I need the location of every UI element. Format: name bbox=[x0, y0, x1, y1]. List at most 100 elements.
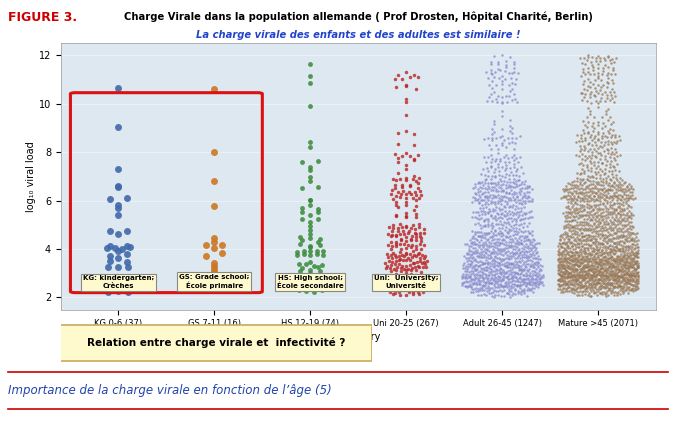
Point bbox=[556, 272, 567, 279]
Point bbox=[603, 69, 614, 76]
Point bbox=[631, 281, 642, 288]
Point bbox=[556, 276, 567, 283]
Point bbox=[501, 61, 512, 68]
Point bbox=[560, 194, 571, 200]
Point bbox=[477, 190, 488, 197]
Point bbox=[592, 224, 602, 231]
Point bbox=[620, 275, 631, 282]
Point bbox=[103, 289, 114, 295]
Point bbox=[611, 284, 622, 291]
Point bbox=[627, 263, 637, 270]
Point bbox=[623, 243, 633, 249]
Point bbox=[624, 185, 635, 192]
Point bbox=[527, 273, 537, 280]
Point bbox=[564, 252, 575, 259]
Point bbox=[486, 280, 497, 286]
Point bbox=[557, 265, 568, 272]
Point bbox=[527, 245, 537, 252]
Point bbox=[513, 283, 524, 290]
Point bbox=[518, 209, 529, 216]
Point bbox=[606, 254, 617, 261]
Point bbox=[576, 280, 587, 287]
Point bbox=[597, 71, 608, 78]
Point bbox=[509, 251, 520, 258]
Point bbox=[490, 252, 501, 259]
Point bbox=[575, 90, 586, 97]
Point bbox=[387, 279, 397, 286]
Point bbox=[610, 250, 621, 257]
Point bbox=[628, 269, 639, 276]
Point bbox=[305, 197, 316, 203]
Point bbox=[578, 259, 589, 266]
Point bbox=[561, 260, 572, 267]
Point bbox=[591, 227, 602, 234]
Point bbox=[620, 251, 631, 258]
Point bbox=[575, 72, 586, 79]
Point bbox=[498, 276, 508, 283]
Point bbox=[621, 249, 632, 256]
Point bbox=[606, 92, 617, 98]
Point bbox=[480, 267, 491, 274]
Point bbox=[471, 241, 482, 248]
Point bbox=[464, 281, 475, 288]
Point bbox=[577, 260, 587, 267]
Point bbox=[606, 209, 617, 216]
Point bbox=[610, 235, 621, 242]
Point bbox=[576, 264, 587, 271]
Point bbox=[409, 155, 420, 162]
Point bbox=[497, 230, 508, 236]
Point bbox=[621, 286, 631, 293]
Point bbox=[475, 267, 485, 274]
Point bbox=[459, 253, 470, 260]
Point bbox=[411, 211, 422, 218]
Point bbox=[411, 271, 422, 278]
Point bbox=[501, 162, 512, 169]
Point bbox=[616, 247, 627, 254]
Point bbox=[562, 238, 573, 245]
Point bbox=[633, 277, 644, 284]
Point bbox=[569, 246, 580, 253]
Point bbox=[589, 281, 600, 288]
Point bbox=[510, 203, 521, 209]
Point bbox=[619, 196, 629, 203]
Point bbox=[593, 221, 604, 227]
Point bbox=[619, 221, 629, 228]
Point bbox=[499, 154, 510, 161]
Point bbox=[389, 182, 400, 189]
Point bbox=[385, 267, 396, 274]
Point bbox=[505, 117, 516, 123]
Point bbox=[566, 243, 577, 249]
Point bbox=[610, 258, 621, 264]
Point bbox=[609, 262, 620, 269]
Point bbox=[520, 197, 531, 204]
Point bbox=[617, 248, 628, 255]
Point bbox=[479, 265, 489, 272]
Point bbox=[572, 239, 583, 246]
Point bbox=[511, 181, 522, 187]
Point bbox=[123, 289, 134, 295]
Point bbox=[566, 233, 577, 240]
Point bbox=[522, 215, 533, 222]
Point bbox=[393, 170, 404, 177]
Point bbox=[558, 251, 569, 258]
Point bbox=[610, 256, 621, 263]
Point bbox=[478, 282, 489, 289]
Point bbox=[581, 175, 592, 182]
Point bbox=[478, 208, 489, 215]
Point bbox=[630, 279, 641, 286]
Point bbox=[621, 257, 631, 264]
Point bbox=[608, 276, 619, 283]
Point bbox=[521, 269, 531, 276]
Point bbox=[487, 199, 498, 206]
Point bbox=[462, 267, 473, 274]
Point bbox=[497, 197, 508, 204]
Point bbox=[559, 270, 570, 276]
Point bbox=[584, 146, 595, 153]
Point bbox=[405, 262, 416, 269]
Point bbox=[587, 80, 598, 87]
Point bbox=[483, 209, 493, 216]
Point bbox=[468, 262, 479, 269]
Point bbox=[556, 243, 566, 249]
Point bbox=[473, 252, 483, 259]
Point bbox=[606, 224, 617, 231]
